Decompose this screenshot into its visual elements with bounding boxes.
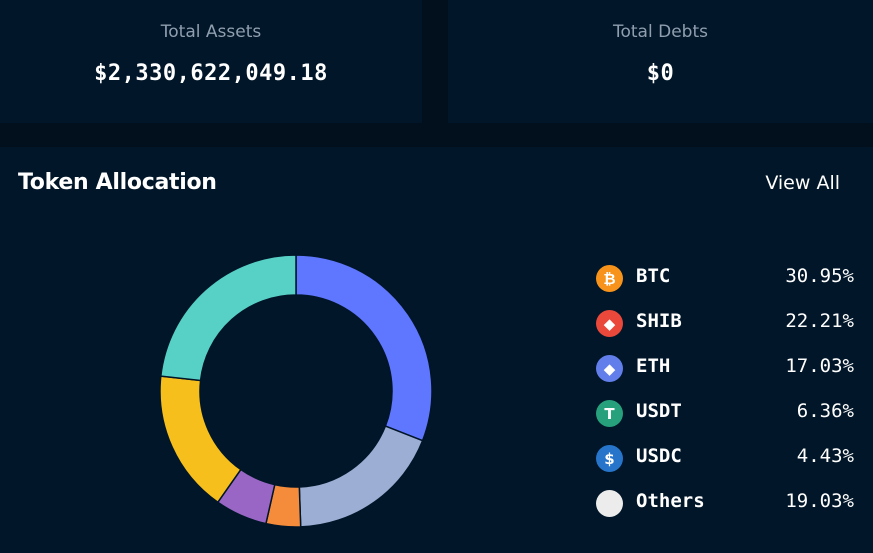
donut-slice-shib	[159, 254, 297, 382]
legend-symbol: SHIB	[636, 310, 682, 332]
total-debts-card: Total Debts $0	[448, 0, 873, 123]
token-allocation-donut-chart	[159, 254, 433, 528]
legend-symbol: Others	[636, 490, 705, 512]
legend-item-shib: ◆ SHIB 22.21%	[596, 307, 854, 352]
others-icon	[596, 490, 623, 517]
usdc-icon: $	[596, 445, 623, 472]
legend-percent: 4.43%	[796, 445, 854, 467]
legend-symbol: USDT	[636, 400, 682, 422]
legend-percent: 6.36%	[796, 400, 854, 422]
token-allocation-title: Token Allocation	[18, 170, 217, 195]
legend-symbol: ETH	[636, 355, 671, 377]
total-debts-value: $0	[646, 61, 675, 86]
donut-slice-btc	[295, 254, 433, 442]
legend-symbol: BTC	[636, 265, 671, 287]
total-debts-label: Total Debts	[613, 22, 708, 42]
legend-percent: 30.95%	[785, 265, 854, 287]
legend-item-eth: ◆ ETH 17.03%	[596, 352, 854, 397]
token-allocation-section: Token Allocation View All	[0, 147, 873, 553]
legend-symbol: USDC	[636, 445, 682, 467]
tether-icon: T	[596, 400, 623, 427]
token-allocation-legend: ₿ BTC 30.95% ◆ SHIB 22.21% ◆ ETH 17.03% T USDT 6.36…	[596, 262, 854, 532]
total-assets-card: Total Assets $2,330,622,049.18	[0, 0, 422, 123]
shiba-inu-icon: ◆	[596, 310, 623, 337]
bitcoin-icon: ₿	[596, 265, 623, 292]
legend-percent: 19.03%	[785, 490, 854, 512]
donut-slice-others	[159, 375, 242, 504]
legend-item-others: Others 19.03%	[596, 487, 854, 532]
legend-percent: 17.03%	[785, 355, 854, 377]
legend-percent: 22.21%	[785, 310, 854, 332]
total-assets-label: Total Assets	[160, 22, 262, 42]
total-assets-value: $2,330,622,049.18	[94, 61, 328, 86]
legend-item-btc: ₿ BTC 30.95%	[596, 262, 854, 307]
legend-item-usdt: T USDT 6.36%	[596, 397, 854, 442]
legend-item-usdc: $ USDC 4.43%	[596, 442, 854, 487]
donut-slice-usdc	[298, 425, 424, 528]
ethereum-icon: ◆	[596, 355, 623, 382]
view-all-link[interactable]: View All	[765, 172, 840, 194]
